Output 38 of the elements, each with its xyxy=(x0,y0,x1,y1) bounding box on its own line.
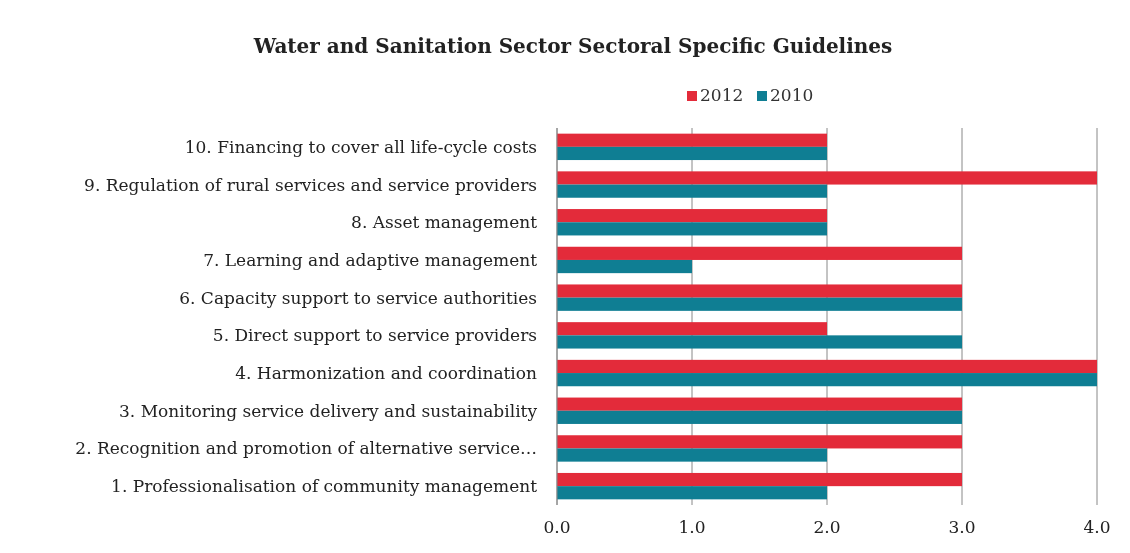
x-tick-label: 2.0 xyxy=(813,517,841,537)
y-tick-label: 4. Harmonization and coordination xyxy=(235,363,538,384)
bar xyxy=(557,397,962,411)
legend-label: 2012 xyxy=(700,85,744,105)
bar xyxy=(557,410,962,424)
bar xyxy=(557,448,827,462)
y-tick-label: 10. Financing to cover all life-cycle costs xyxy=(184,136,537,157)
y-tick-label: 2. Recognition and promotion of alternative service… xyxy=(75,438,537,459)
x-tick-label: 4.0 xyxy=(1083,517,1111,537)
x-tick-label: 1.0 xyxy=(678,517,706,537)
y-tick-label: 1. Professionalisation of community management xyxy=(111,476,538,497)
bar xyxy=(557,297,962,311)
y-tick-label: 9. Regulation of rural services and service providers xyxy=(84,174,537,195)
bar xyxy=(557,435,962,449)
y-tick-label: 7. Learning and adaptive management xyxy=(203,249,538,270)
bar xyxy=(557,472,962,487)
bar xyxy=(557,133,827,147)
chart-title: Water and Sanitation Sector Sectoral Specific Guidelines xyxy=(252,34,893,58)
bar xyxy=(557,373,1097,387)
y-tick-label: 5. Direct support to service providers xyxy=(212,325,537,346)
bar xyxy=(557,322,827,336)
x-tick-label: 3.0 xyxy=(948,517,976,537)
bar xyxy=(557,284,962,298)
bar xyxy=(557,359,1097,374)
y-tick-label: 6. Capacity support to service authorities xyxy=(179,287,537,308)
bar xyxy=(557,335,962,349)
bar xyxy=(557,222,827,236)
bar xyxy=(557,146,827,161)
bar xyxy=(557,171,1097,185)
y-tick-label: 8. Asset management xyxy=(351,212,538,233)
x-tick-label: 0.0 xyxy=(543,517,571,537)
legend-label: 2010 xyxy=(770,85,814,105)
bar xyxy=(557,486,827,500)
bar xyxy=(557,259,692,274)
bar xyxy=(557,246,962,260)
y-tick-label: 3. Monitoring service delivery and sustainability xyxy=(119,400,538,421)
bar xyxy=(557,184,827,198)
bar xyxy=(557,209,827,223)
